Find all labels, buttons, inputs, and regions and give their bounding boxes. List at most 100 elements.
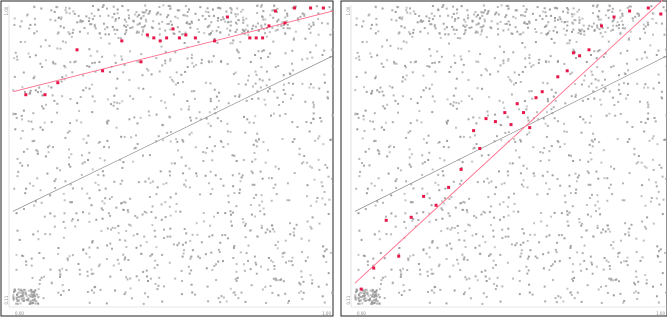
background-point	[378, 238, 381, 241]
background-point	[465, 209, 468, 212]
background-point	[616, 138, 619, 140]
background-point	[123, 209, 125, 211]
background-point	[645, 227, 648, 230]
background-point	[441, 200, 444, 203]
background-point	[32, 112, 35, 115]
background-point	[542, 117, 545, 120]
background-point	[192, 65, 195, 68]
background-point	[628, 5, 631, 8]
background-point	[68, 7, 71, 10]
background-point	[497, 13, 500, 16]
background-point	[601, 84, 604, 87]
background-point	[565, 29, 568, 32]
background-point	[540, 32, 543, 35]
background-point	[311, 282, 314, 285]
background-point	[420, 96, 422, 98]
background-point	[419, 268, 421, 271]
background-point	[451, 16, 454, 19]
background-point	[566, 210, 569, 213]
background-point	[440, 207, 443, 210]
background-point	[32, 233, 35, 236]
y-tick-label: 1.00	[4, 6, 9, 15]
highlighted-point	[612, 15, 616, 19]
background-point	[568, 257, 571, 259]
background-point	[522, 179, 525, 182]
background-point	[438, 141, 441, 143]
background-point	[318, 168, 321, 171]
background-point	[379, 86, 382, 89]
background-point	[79, 30, 81, 33]
background-point	[60, 16, 63, 19]
background-point	[84, 86, 87, 89]
y-tick-label: 0.11	[346, 295, 351, 304]
background-point	[586, 229, 589, 232]
background-point	[97, 265, 100, 268]
background-point	[536, 257, 539, 260]
background-point	[133, 147, 136, 150]
background-point	[114, 289, 117, 292]
background-point	[408, 156, 411, 159]
background-point	[375, 23, 378, 26]
background-point	[598, 10, 601, 13]
background-point	[465, 24, 468, 27]
background-point	[251, 27, 254, 30]
background-point	[328, 198, 331, 201]
background-point	[97, 183, 100, 186]
background-point	[354, 113, 357, 116]
background-point	[124, 33, 126, 35]
background-point	[208, 135, 211, 138]
background-point	[428, 151, 431, 154]
background-point	[397, 102, 400, 105]
background-point	[271, 224, 273, 227]
background-point	[604, 31, 607, 34]
background-point	[32, 184, 35, 187]
background-point	[590, 215, 592, 218]
background-point	[546, 193, 549, 195]
highlighted-point	[261, 36, 265, 40]
background-point	[245, 99, 248, 102]
highlighted-point	[472, 129, 476, 133]
background-point	[596, 227, 599, 229]
background-point	[363, 299, 366, 302]
background-point	[455, 28, 458, 31]
background-point	[90, 204, 93, 207]
background-point	[272, 186, 275, 189]
background-point	[363, 292, 366, 295]
background-point	[544, 122, 547, 125]
background-point	[510, 93, 513, 96]
x-tick-label: 0.00	[15, 311, 24, 316]
background-point	[512, 210, 515, 213]
background-point	[106, 122, 109, 125]
background-point	[579, 263, 582, 266]
background-point	[204, 151, 207, 154]
background-point	[454, 61, 457, 64]
background-point	[226, 130, 229, 133]
plot-frame	[0, 0, 334, 317]
background-point	[284, 16, 287, 19]
background-point	[29, 301, 32, 304]
background-point	[634, 290, 637, 293]
background-point	[160, 99, 163, 102]
background-point	[395, 62, 398, 65]
background-point	[413, 61, 416, 64]
background-point	[488, 254, 490, 257]
background-point	[546, 224, 549, 227]
background-point	[57, 253, 60, 255]
background-point	[204, 174, 207, 177]
background-point	[91, 111, 94, 114]
background-point	[64, 9, 67, 12]
background-point	[378, 152, 381, 155]
background-point	[542, 267, 545, 270]
background-point	[322, 255, 325, 258]
background-point	[528, 291, 531, 294]
background-point	[533, 233, 536, 236]
background-point	[227, 143, 230, 146]
background-point	[156, 186, 159, 189]
background-point	[68, 32, 71, 35]
background-point	[13, 291, 15, 294]
background-point	[626, 6, 629, 9]
background-point	[145, 269, 148, 272]
background-point	[522, 164, 525, 167]
background-point	[204, 81, 207, 84]
background-point	[106, 227, 109, 230]
